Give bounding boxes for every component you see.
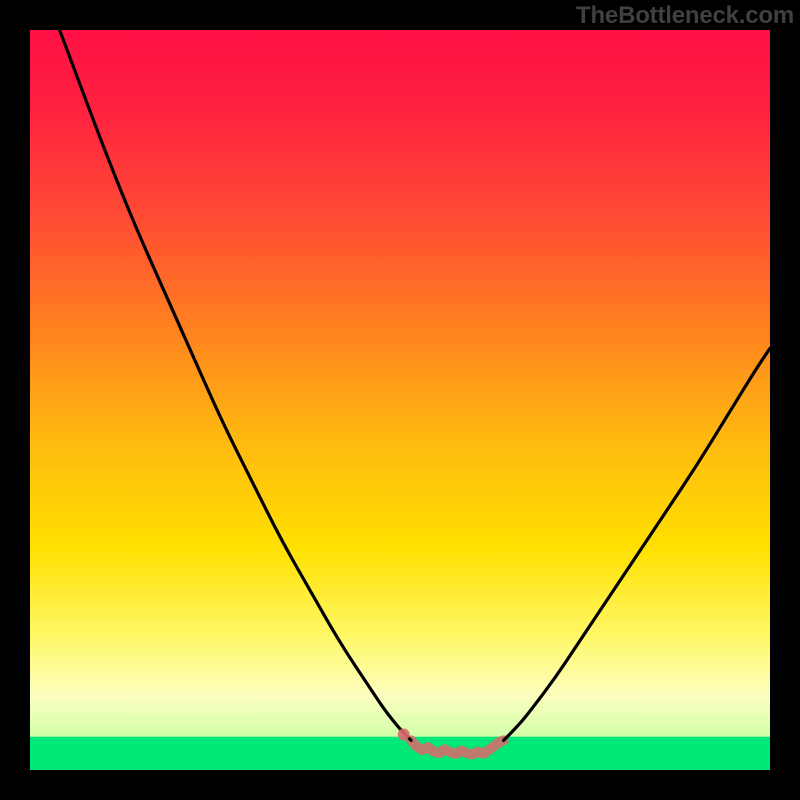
plot-area [30, 30, 770, 770]
gradient-background [30, 30, 770, 770]
chart-frame: TheBottleneck.com [0, 0, 800, 800]
marker-dot [398, 728, 410, 740]
green-band [30, 737, 770, 770]
watermark-label: TheBottleneck.com [576, 0, 800, 30]
chart-svg [30, 30, 770, 770]
